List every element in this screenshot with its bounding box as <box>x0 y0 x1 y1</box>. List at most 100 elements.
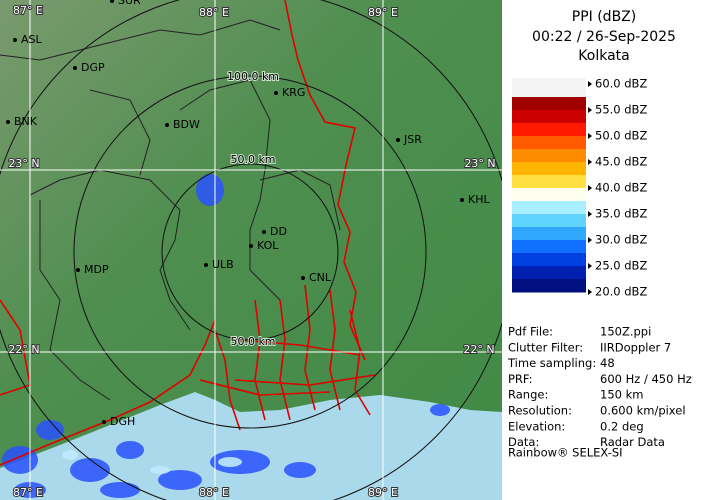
place-dot <box>165 123 169 127</box>
place-dot <box>262 230 266 234</box>
legend-label: 35.0 dBZ <box>595 207 647 221</box>
legend-arrow <box>588 185 592 191</box>
legend-band <box>512 162 586 176</box>
info-value: 0.2 deg <box>600 419 644 433</box>
range-label: 100.0 km <box>227 70 279 83</box>
place-dot <box>73 66 77 70</box>
rivers-borders <box>0 0 376 466</box>
place-label: MDP <box>84 263 109 276</box>
legend-label: 30.0 dBZ <box>595 233 647 247</box>
legend-band <box>512 253 586 267</box>
legend-band <box>512 188 586 202</box>
grid-label: 89° E <box>368 6 398 19</box>
legend-band <box>512 279 586 293</box>
legend-arrow <box>588 237 592 243</box>
place-label: KOL <box>257 239 279 252</box>
place-label: ULB <box>212 258 234 271</box>
graticule <box>0 0 502 500</box>
legend-arrow <box>588 289 592 295</box>
legend-arrow <box>588 211 592 217</box>
legend-band <box>512 240 586 254</box>
legend-arrow <box>588 81 592 87</box>
info-value: IIRDoppler 7 <box>600 340 671 354</box>
info-label: PRF: <box>508 372 533 386</box>
legend-label: 60.0 dBZ <box>595 77 647 91</box>
place-dot <box>274 91 278 95</box>
legend-arrow <box>588 159 592 165</box>
legend-top <box>512 78 586 97</box>
info-table: Pdf File: 150Z.ppi Clutter Filter: IIRDoppl… <box>507 325 692 450</box>
grid-label: 87° E <box>13 486 43 499</box>
info-value: 150Z.ppi <box>600 325 651 339</box>
legend-label: 40.0 dBZ <box>595 181 647 195</box>
place-dot <box>76 268 80 272</box>
place-label: JSR <box>403 133 422 146</box>
place-label: SUR <box>118 0 141 7</box>
grid-label: 88° E <box>199 486 229 499</box>
place-label: ASL <box>21 33 43 46</box>
legend-label: 25.0 dBZ <box>595 259 647 273</box>
legend-band <box>512 266 586 280</box>
info-label: Pdf File: <box>508 325 553 339</box>
map: 87° E 88° E 89° E 23° N 23° N 22° N 22° N 87° E… <box>0 0 502 500</box>
place-dot <box>396 138 400 142</box>
place-label: KRG <box>282 86 305 99</box>
grid-label: 22° N <box>8 343 39 356</box>
grid-label: 88° E <box>199 6 229 19</box>
grid-label: 89° E <box>368 486 398 499</box>
place-label: BNK <box>14 115 38 128</box>
place-label: DD <box>270 225 287 238</box>
echoes <box>2 174 450 498</box>
place-dot <box>460 198 464 202</box>
info-value: 150 km <box>600 388 643 402</box>
grid-label: 23° N <box>464 157 495 170</box>
grid-label: 87° E <box>13 4 43 17</box>
legend-band <box>512 175 586 189</box>
grid-label: 23° N <box>8 157 39 170</box>
legend-band <box>512 97 586 111</box>
sea <box>0 392 502 500</box>
legend-band <box>512 201 586 215</box>
info-label: Time sampling: <box>507 356 596 370</box>
map-labels: 87° E 88° E 89° E 23° N 23° N 22° N 22° N 87° E… <box>6 0 497 500</box>
legend-band <box>512 123 586 137</box>
place-dot <box>6 120 10 124</box>
legend-band <box>512 110 586 124</box>
place-dot <box>249 244 253 248</box>
info-value: 0.600 km/pixel <box>600 404 686 418</box>
footer: Rainbow® SELEX-SI <box>508 446 623 460</box>
place-dot <box>110 0 114 3</box>
info-label: Elevation: <box>508 419 565 433</box>
location: Kolkata <box>578 48 629 64</box>
legend-label: 45.0 dBZ <box>595 155 647 169</box>
info-label: Data: <box>508 435 539 449</box>
title: PPI (dBZ) <box>572 9 636 25</box>
place-label: KHL <box>468 193 490 206</box>
legend-band <box>512 227 586 241</box>
place-dot <box>204 263 208 267</box>
legend-band <box>512 214 586 228</box>
place-dot <box>13 38 17 42</box>
legend-arrow <box>588 263 592 269</box>
range-label: 50.0 km <box>230 153 275 166</box>
place-label: DGH <box>110 415 135 428</box>
info-label: Clutter Filter: <box>508 340 583 354</box>
legend-band <box>512 136 586 150</box>
info-label: Resolution: <box>508 404 572 418</box>
place-dot <box>102 420 106 424</box>
info-value: 48 <box>600 356 615 370</box>
place-label: BDW <box>173 118 200 131</box>
place-dot <box>301 276 305 280</box>
legend-label: 55.0 dBZ <box>595 103 647 117</box>
legend: 60.0 dBZ 55.0 dBZ 50.0 dBZ 45.0 dBZ 40.0 dBZ… <box>512 77 647 299</box>
place-label: DGP <box>81 61 105 74</box>
info-value: Radar Data <box>600 435 665 449</box>
info-value: 600 Hz / 450 Hz <box>600 372 692 386</box>
range-rings <box>0 0 502 500</box>
info-label: Range: <box>508 388 548 402</box>
datetime: 00:22 / 26-Sep-2025 <box>532 29 676 45</box>
echoes-light <box>62 450 242 474</box>
place-label: CNL <box>309 271 332 284</box>
legend-label: 50.0 dBZ <box>595 129 647 143</box>
